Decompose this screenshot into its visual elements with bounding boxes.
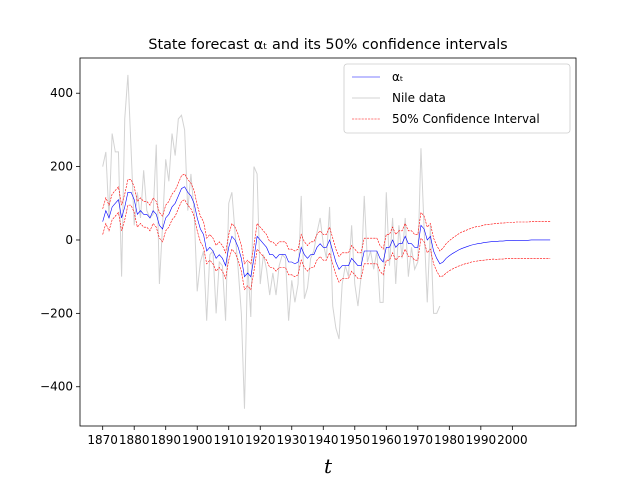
plot-frame [79, 57, 577, 427]
ci-lower-line [102, 199, 551, 291]
x-tick-label: 1870 [87, 433, 118, 447]
x-tick-label: 2000 [497, 433, 528, 447]
forecast-line [102, 186, 551, 278]
ci-upper-line [102, 173, 551, 265]
x-tick-label: 1880 [119, 433, 150, 447]
x-tick-label: 1920 [245, 433, 276, 447]
legend-box [343, 63, 571, 134]
legend-label: αₜ [392, 70, 403, 84]
x-tick-label: 1950 [340, 433, 371, 447]
legend-label: 50% Confidence Interval [392, 112, 540, 126]
x-axis-label: t [324, 454, 333, 478]
y-tick-label: −200 [40, 306, 73, 320]
y-tick-label: 0 [65, 233, 73, 247]
y-tick-label: 200 [50, 160, 73, 174]
x-tick-label: 1890 [150, 433, 181, 447]
x-tick-label: 1980 [434, 433, 465, 447]
x-tick-label: 1970 [403, 433, 434, 447]
x-tick-label: 1960 [371, 433, 402, 447]
legend-label: Nile data [392, 91, 446, 105]
x-tick-label: 1930 [276, 433, 307, 447]
chart-title: State forecast αₜ and its 50% confidence… [148, 37, 507, 53]
x-tick-label: 1940 [308, 433, 339, 447]
y-tick-label: −400 [40, 380, 73, 394]
data-line [102, 74, 441, 409]
y-tick-label: 400 [50, 86, 73, 100]
x-tick-label: 1910 [213, 433, 244, 447]
x-tick-label: 1990 [466, 433, 497, 447]
x-tick-label: 1900 [182, 433, 213, 447]
